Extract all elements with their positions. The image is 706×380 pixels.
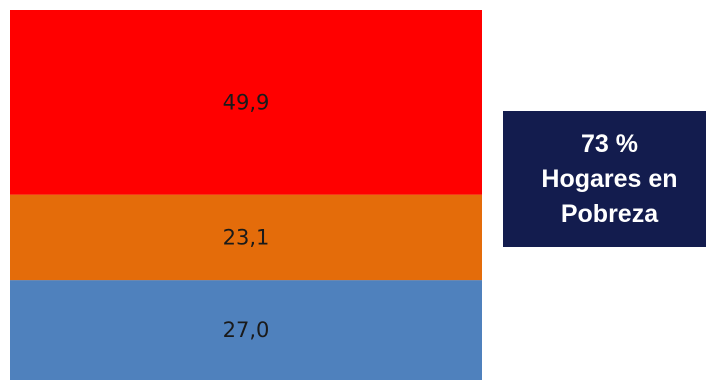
poverty-callout-box: 73 % Hogares en Pobreza bbox=[503, 111, 706, 247]
bar-segment-2 bbox=[10, 10, 482, 195]
callout-percentage: 73 % bbox=[581, 129, 638, 158]
data-label-2: 49,9 bbox=[223, 90, 270, 114]
data-label-0: 27,0 bbox=[223, 318, 270, 342]
bar-segment-1 bbox=[10, 194, 482, 281]
callout-line-2: Hogares en bbox=[541, 164, 678, 193]
callout-line-3: Pobreza bbox=[560, 199, 659, 228]
bar-segment-0 bbox=[10, 280, 482, 380]
data-label-1: 23,1 bbox=[223, 225, 270, 249]
